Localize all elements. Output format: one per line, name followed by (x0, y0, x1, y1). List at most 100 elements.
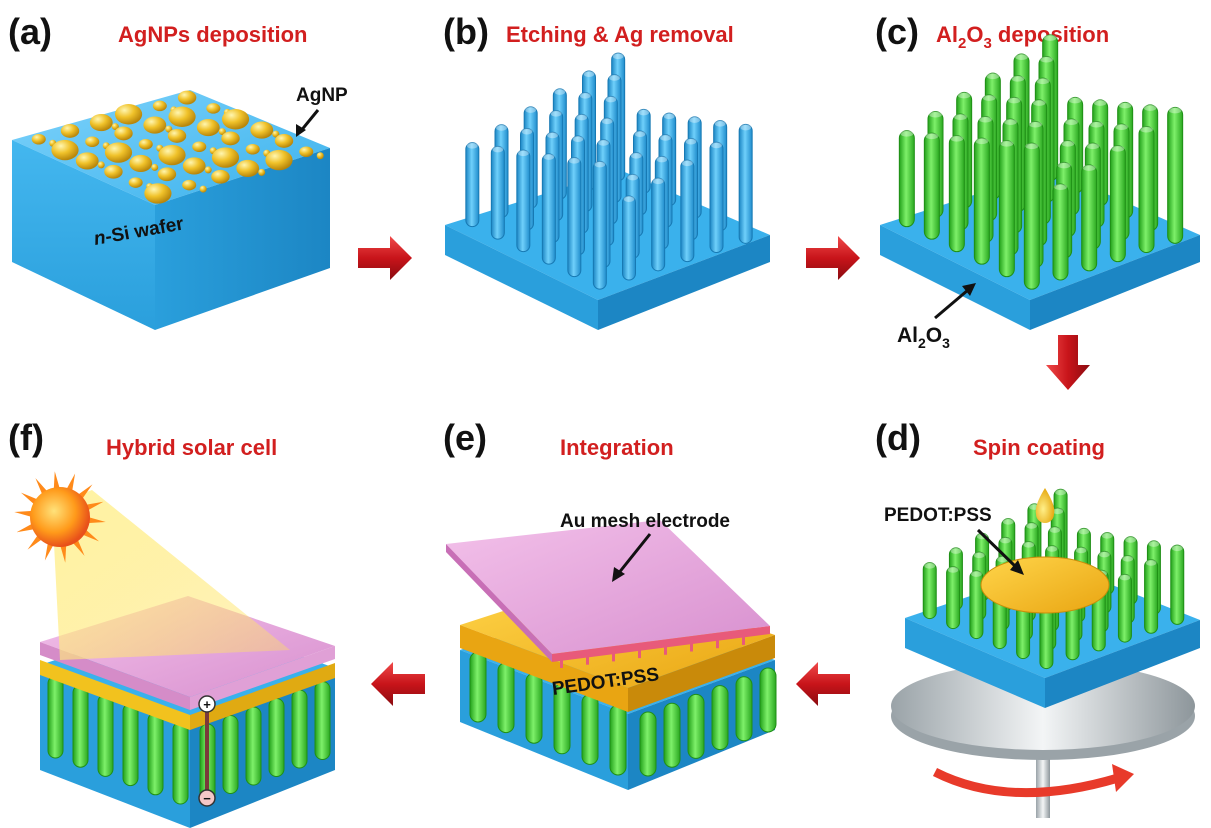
nanowire-tip (979, 116, 992, 123)
nanowire-tip (1093, 99, 1107, 106)
sun-icon (14, 471, 106, 563)
nanowire-tip (576, 114, 588, 121)
nanowire-tip (1140, 126, 1153, 133)
nanowire-tip (1122, 555, 1134, 562)
agnp-particle-small (316, 152, 324, 160)
nanowire-tip (711, 142, 722, 149)
nanowire-tip (1119, 574, 1131, 581)
pedot-pointer-d (976, 528, 1018, 569)
nanowire-tip (492, 146, 504, 153)
nanowire (622, 195, 636, 281)
agnp-particle (89, 114, 113, 132)
nanowire (969, 570, 984, 640)
nanowire-tip (496, 124, 507, 131)
nanowire-tip (1086, 143, 1100, 150)
nanowire-tip (601, 118, 613, 125)
b-base-side (598, 235, 770, 330)
panel-f-label: (f) (8, 417, 44, 458)
pedot-pointer-d-head (1010, 560, 1024, 575)
electron-icon (198, 789, 216, 807)
nanowire (680, 159, 695, 263)
nanowire (898, 130, 915, 228)
nanowire-tip (957, 92, 971, 99)
nanowire-cross-section-f (47, 675, 331, 805)
nanowire-tip (954, 114, 967, 120)
nanowire-tip (517, 150, 529, 157)
nanowire-tip (568, 157, 580, 164)
agnp-particle (138, 139, 153, 150)
au-mesh-pointer-head (612, 567, 625, 582)
agnp-particle (221, 109, 250, 130)
pedot-layer-front (460, 625, 628, 712)
nanowire-tip (1015, 54, 1028, 60)
nanowire-tip (1057, 162, 1071, 169)
f-mesh-side (190, 646, 335, 710)
au-mesh-label: Au mesh electrode (560, 511, 730, 532)
nanowire-wall (687, 693, 705, 759)
nanowire-tip (627, 174, 639, 181)
nanowire-wall (581, 693, 599, 765)
nanowire-wall (497, 662, 515, 734)
nanowire-tip (1111, 145, 1125, 152)
panel-a-label: (a) (8, 11, 52, 52)
agnp-particle (104, 142, 133, 163)
nanowire (1117, 573, 1132, 643)
nanowire-tip (975, 138, 989, 145)
nanowire-wall (147, 712, 164, 796)
nanowire-wall (609, 704, 627, 776)
nanowire-tip (1040, 56, 1053, 63)
nanowire-tip (1025, 143, 1039, 150)
nanowire-tip (1148, 540, 1160, 547)
nanowire-tip (1046, 545, 1058, 552)
nanowire-tip (547, 132, 558, 139)
nanowire-wall (735, 676, 753, 742)
au-mesh-contacts (560, 636, 745, 668)
nanowire-tip (925, 133, 939, 140)
agnp-particle (299, 146, 314, 157)
agnp-particle (157, 167, 177, 182)
nanowire (946, 566, 961, 630)
panel-c-label: (c) (875, 11, 919, 52)
nanowire-tip (630, 152, 642, 159)
pedot-layer-side (628, 635, 775, 712)
nanowire-tip (638, 109, 650, 116)
pedot-label-d: PEDOT:PSS (884, 505, 992, 526)
nanowire-wall (314, 681, 331, 760)
panel-e-title: Integration (560, 435, 674, 460)
nanowire-tip (605, 96, 617, 103)
sun-ray (53, 471, 60, 490)
agnp-pointer-head (296, 124, 306, 137)
arrow-b-to-c (806, 236, 860, 280)
mesh-contact (690, 643, 693, 652)
nanowire-tip (950, 547, 962, 554)
agnp-particle (206, 103, 221, 114)
agnp-particle (196, 119, 220, 137)
nanowire (1052, 183, 1069, 281)
mesh-contact (560, 660, 563, 668)
al2o3-coated-nanowires (898, 34, 1184, 290)
panel-b: (b) Etching & Ag removal (443, 11, 770, 330)
nanowire-tip (714, 120, 726, 127)
panel-e: (e) Integration PEDOT:PSS Au mesh electr… (443, 417, 777, 790)
agnp-particle (182, 179, 197, 191)
nanowire-tip (1145, 559, 1157, 566)
nanowire-wall (663, 702, 681, 768)
nanowire-tip (740, 124, 752, 131)
agnp-particle (236, 159, 260, 177)
nanowire-tip (1171, 545, 1183, 552)
au-mesh-side (552, 626, 770, 662)
agnp-particle (177, 90, 197, 105)
nanowire-tip (1004, 119, 1017, 125)
nanowire-tip (689, 116, 701, 123)
nanowire-wall (47, 675, 64, 759)
nanowire (973, 137, 990, 265)
au-mesh-front (446, 544, 552, 662)
wafer-front (12, 140, 155, 330)
sun-ray (27, 534, 43, 550)
agnp-particle (128, 177, 143, 188)
nanowire-cross-section-e (469, 651, 777, 777)
agnp-particle (265, 149, 293, 171)
panel-f-title: Hybrid solar cell (106, 435, 277, 460)
nanowire-tip (929, 111, 942, 118)
nanowire-tip (550, 110, 562, 117)
